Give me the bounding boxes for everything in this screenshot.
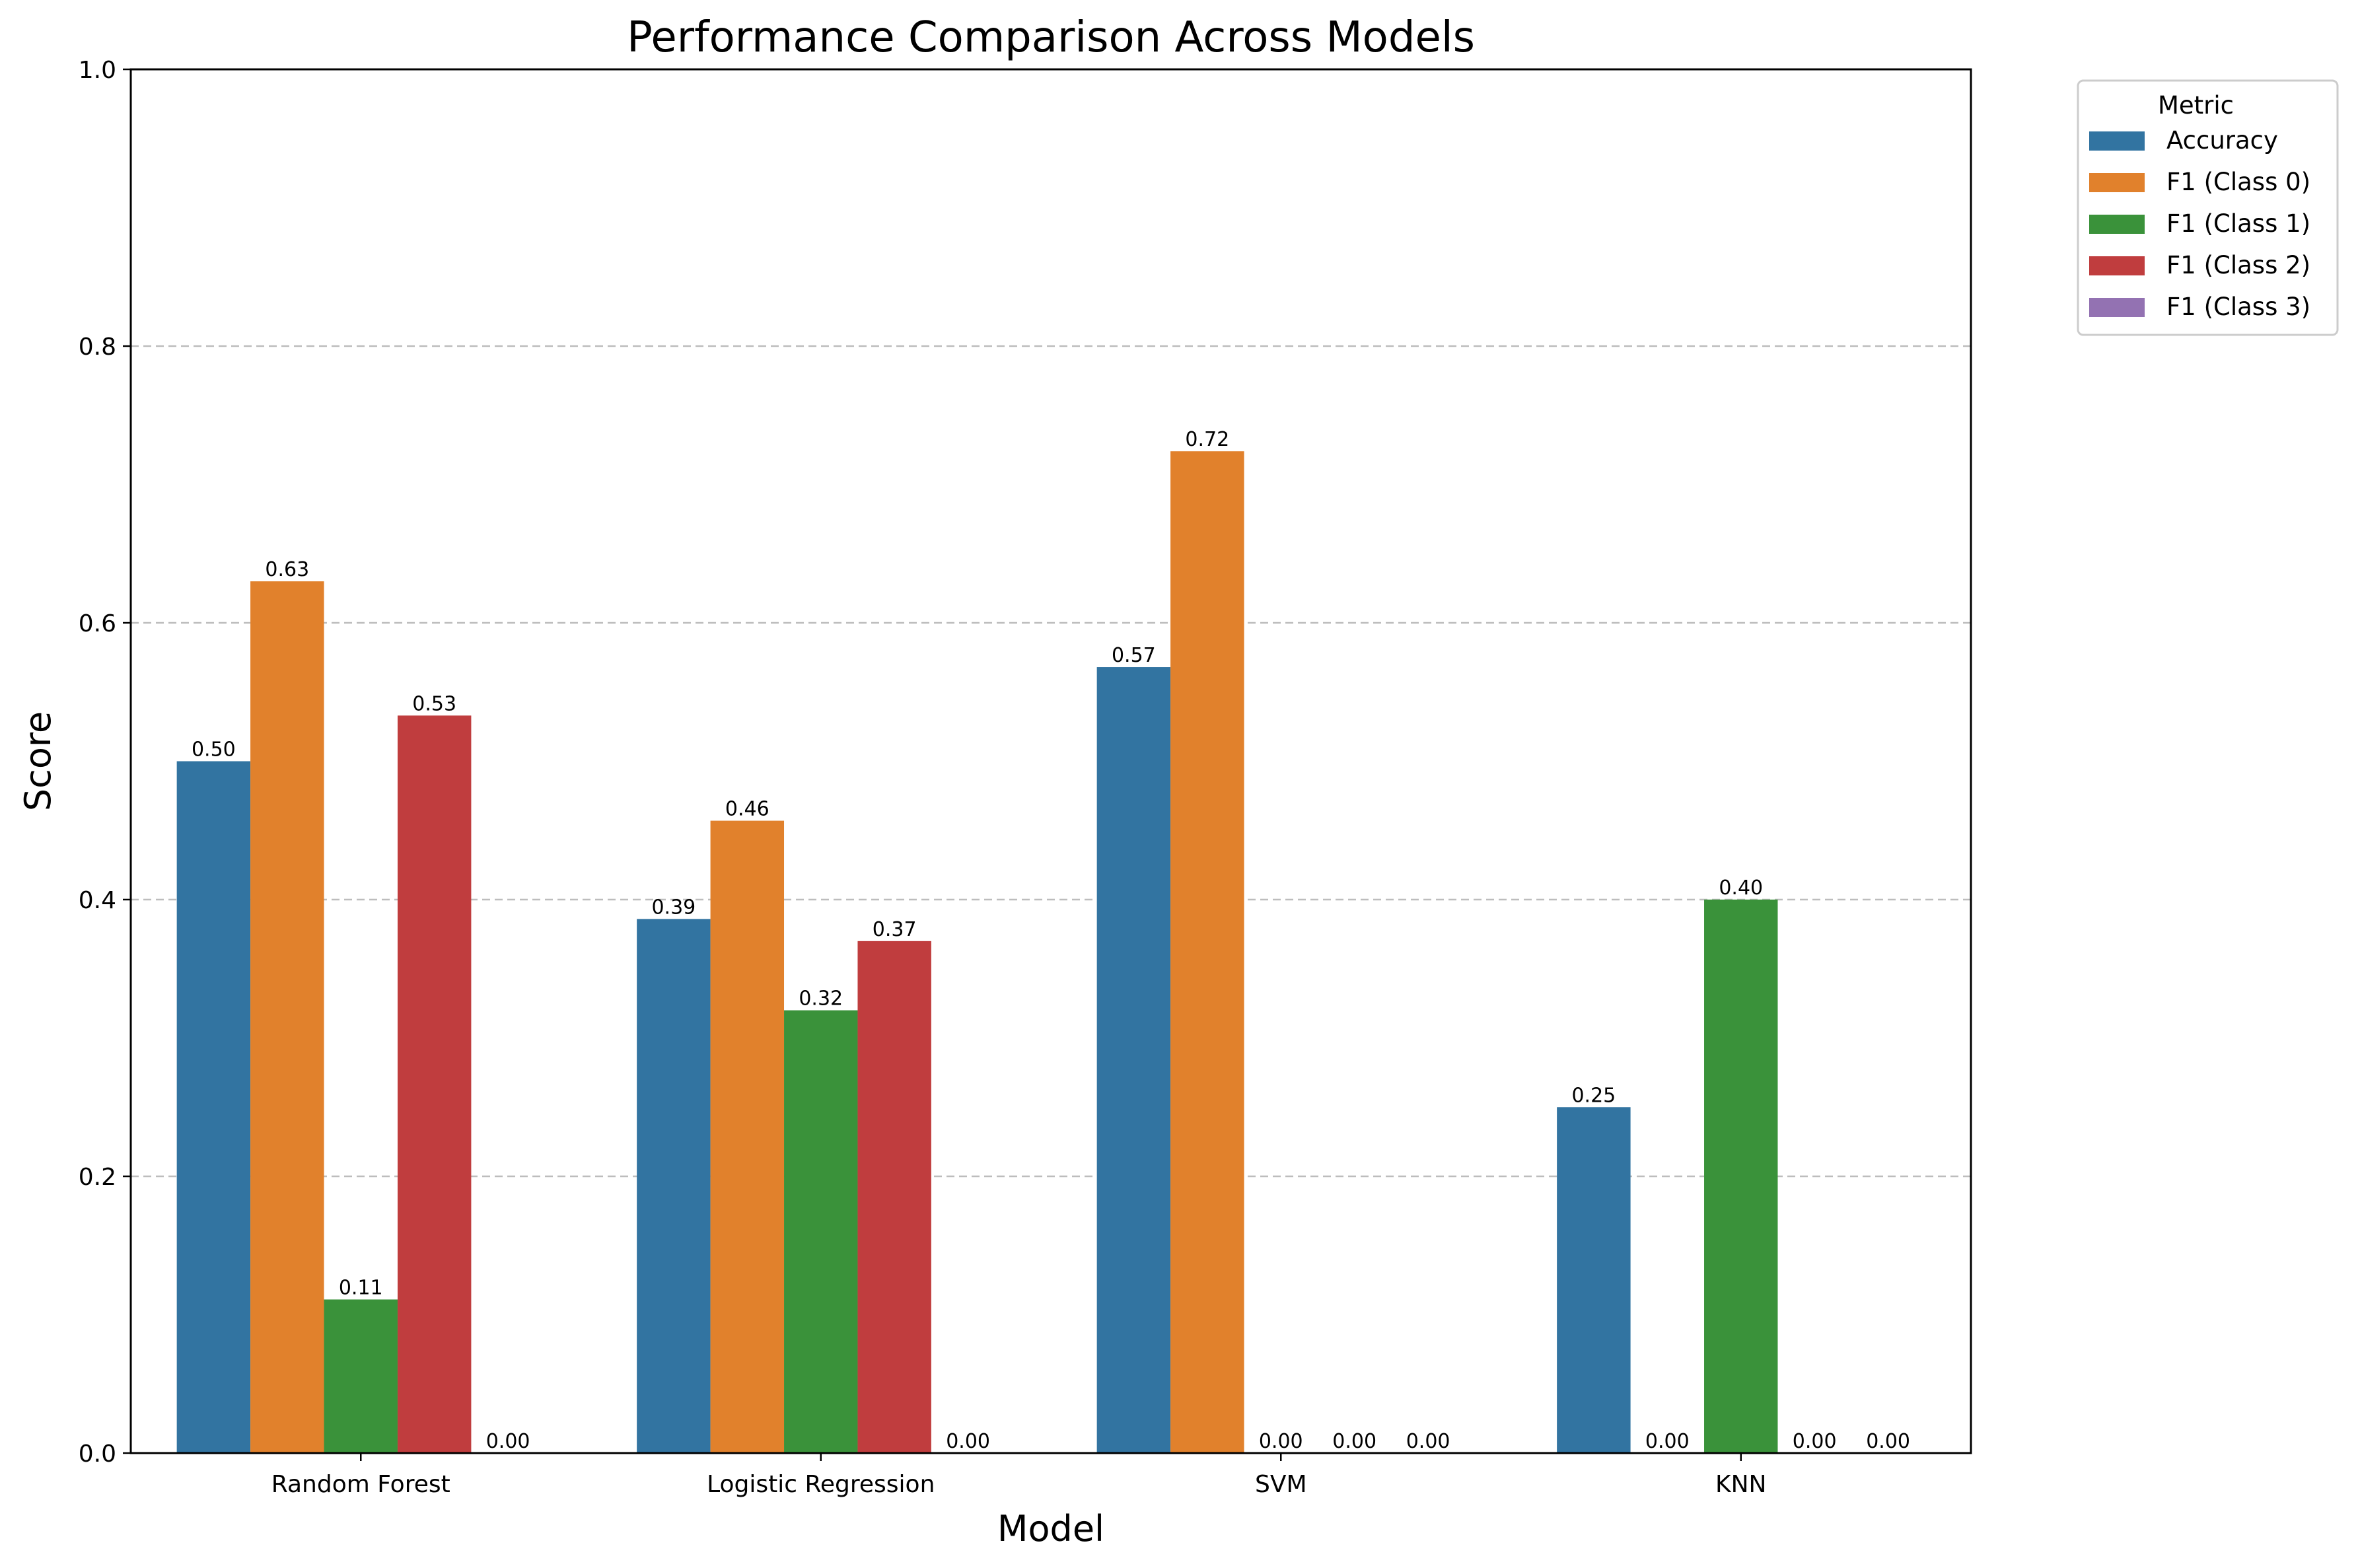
legend-swatch	[2089, 173, 2145, 192]
bar-value-label: 0.00	[486, 1430, 530, 1453]
bar	[784, 1010, 858, 1453]
x-axis-ticks: Random Forest Logistic Regression SVM KNN	[271, 1453, 1766, 1498]
y-axis-ticks: 0.0 0.2 0.4 0.6 0.8 1.0	[79, 57, 131, 1468]
y-tick-label: 0.0	[79, 1441, 116, 1468]
bar-value-label: 0.25	[1571, 1084, 1616, 1107]
legend-swatch	[2089, 298, 2145, 317]
legend-label: F1 (Class 1)	[2166, 209, 2310, 238]
bar-value-label: 0.39	[651, 896, 696, 919]
bar	[1170, 451, 1244, 1453]
bar-value-label: 0.32	[799, 987, 843, 1011]
bar	[176, 761, 251, 1453]
legend-items: Accuracy F1 (Class 0) F1 (Class 1) F1 (Clas…	[2089, 126, 2310, 321]
bar	[1557, 1107, 1631, 1453]
legend-label: F1 (Class 0)	[2166, 168, 2310, 196]
legend-swatch	[2089, 215, 2145, 234]
bar-value-label: 0.00	[1793, 1430, 1837, 1453]
legend-title: Metric	[2158, 91, 2234, 120]
x-tick-label: SVM	[1255, 1471, 1307, 1498]
legend-swatch	[2089, 131, 2145, 151]
x-tick-label: KNN	[1715, 1471, 1766, 1498]
y-tick-label: 0.4	[79, 887, 116, 914]
bar-value-label: 0.50	[192, 738, 236, 762]
legend: Metric Accuracy F1 (Class 0) F1 (Class 1) F…	[2077, 79, 2339, 336]
bar-value-label: 0.00	[1259, 1430, 1303, 1453]
legend-swatch	[2089, 256, 2145, 275]
legend-label: F1 (Class 2)	[2166, 251, 2310, 279]
x-axis-title: Model	[997, 1508, 1104, 1550]
bar-value-label: 0.40	[1719, 876, 1763, 900]
legend-label: F1 (Class 3)	[2166, 293, 2310, 321]
bar-value-label: 0.00	[1406, 1430, 1450, 1453]
bar	[857, 941, 931, 1453]
bar	[324, 1299, 398, 1453]
bar-value-label: 0.57	[1112, 644, 1156, 667]
bar	[1704, 900, 1778, 1453]
bar-value-label: 0.72	[1185, 428, 1229, 451]
plot-frame	[129, 68, 1972, 1454]
bar-value-label: 0.46	[725, 798, 769, 821]
bars	[176, 451, 1778, 1453]
bar-value-label: 0.00	[1645, 1430, 1690, 1453]
y-tick-label: 0.2	[79, 1164, 116, 1191]
bar	[710, 820, 785, 1453]
bar-value-label: 0.00	[946, 1430, 990, 1453]
x-tick-label: Random Forest	[271, 1471, 450, 1498]
y-tick-label: 1.0	[79, 57, 116, 84]
y-axis-title: Score	[17, 711, 59, 811]
chart-title: Performance Comparison Across Models	[627, 13, 1475, 62]
y-tick-label: 0.8	[79, 334, 116, 361]
bar	[1096, 667, 1171, 1453]
bar-value-label: 0.00	[1866, 1430, 1910, 1453]
legend-label: Accuracy	[2166, 126, 2278, 155]
bar-value-label: 0.37	[873, 918, 917, 941]
bar-value-label: 0.53	[412, 692, 456, 715]
bar-value-label: 0.11	[339, 1276, 383, 1299]
x-tick-label: Logistic Regression	[707, 1471, 935, 1498]
bar	[397, 715, 472, 1453]
bar-value-label: 0.63	[265, 558, 309, 581]
bar-value-labels: 0.50 0.63 0.11 0.53 0.00 0.39 0.46 0.32 0.37 0.00…	[192, 428, 1910, 1453]
y-tick-label: 0.6	[79, 610, 116, 637]
bar-value-label: 0.00	[1332, 1430, 1376, 1453]
bar	[637, 919, 711, 1453]
bar	[250, 581, 324, 1453]
